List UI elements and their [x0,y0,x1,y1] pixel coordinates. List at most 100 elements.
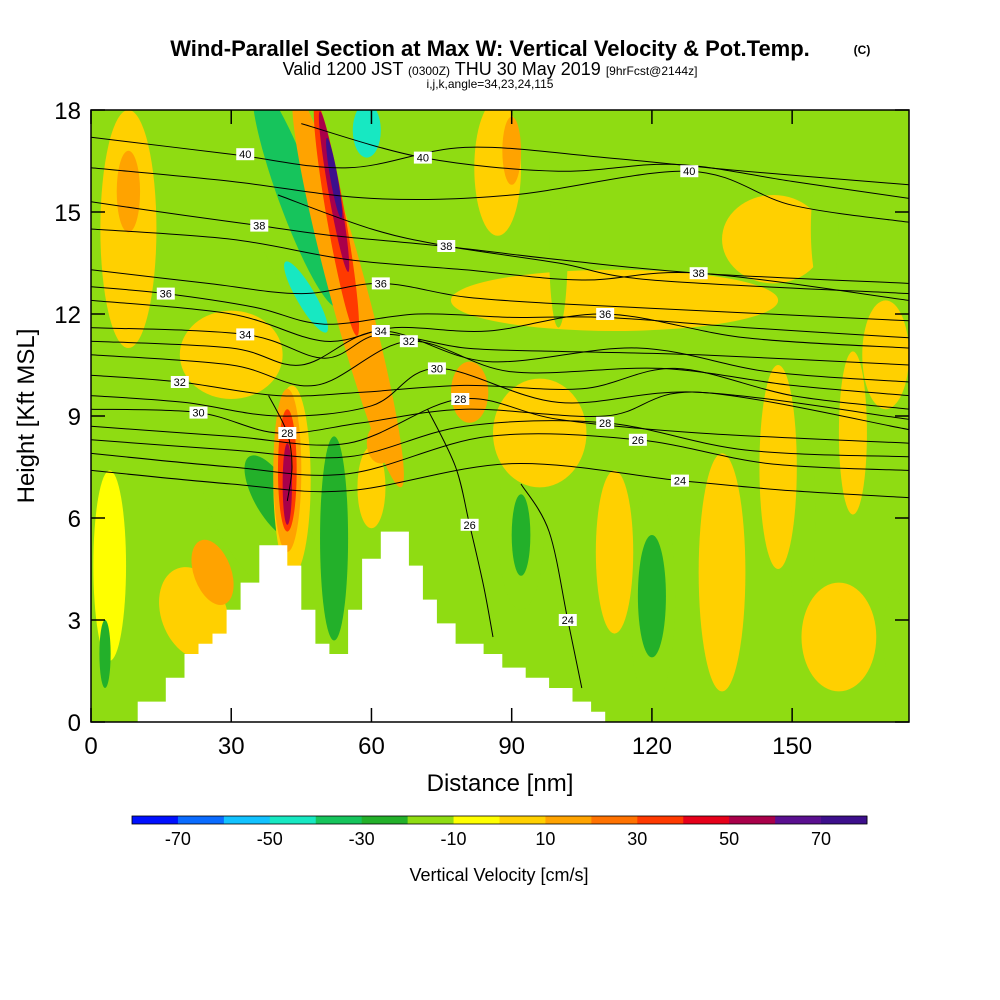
velocity-cell [862,300,909,410]
velocity-cell [326,137,343,219]
colorbar-tick-label: 30 [627,829,647,849]
contour-label: 30 [192,408,204,420]
contour-label: 32 [174,377,186,389]
y-tick-label: 0 [68,710,81,737]
y-tick-label: 15 [54,200,81,227]
theta-contour-line [268,395,293,502]
colorbar-title: Vertical Velocity [cm/s] [409,865,588,885]
contour-label-box [399,335,418,348]
theta-contour-line [91,299,909,349]
contour-label-box [628,433,647,446]
valid-prefix: Valid 1200 JST [283,59,404,79]
velocity-cell [366,422,395,464]
theta-contour-line [91,330,909,383]
colorbar-swatch [821,816,868,824]
contour-label: 38 [253,221,265,233]
x-tick-label: 30 [218,733,245,760]
theta-contour-line [301,123,909,199]
contour-label: 24 [674,476,686,488]
y-tick-label: 3 [68,608,81,635]
theta-contour-line [91,340,909,397]
x-axis-label: Distance [nm] [427,770,574,797]
colorbar-tick-label: 70 [811,829,831,849]
colorbar-swatch [545,816,592,824]
chart-corner-tag: (C) [854,43,871,57]
velocity-cell [838,351,867,515]
y-axis-label: Height [Kft MSL] [13,329,40,504]
colorbar-swatch [591,816,638,824]
velocity-cell [502,116,522,185]
contour-label: 28 [454,394,466,406]
contour-label-box [170,376,189,388]
velocity-cell [116,150,141,233]
chart-title: Wind-Parallel Section at Max W: Vertical… [170,36,810,61]
y-tick-label: 18 [54,98,81,125]
contour-label-box [427,362,446,375]
colorbar-tick-label: -50 [257,829,283,849]
colorbar-swatch [315,816,363,824]
contour-label: 26 [463,520,475,532]
contour-label: 36 [375,278,387,290]
contour-label: 32 [403,336,415,348]
y-axis: 0 36 9 12 15 18 [54,98,909,737]
theta-contour-line [91,462,909,499]
contour-label-box [156,287,175,300]
contour-label: 36 [160,289,172,301]
theta-contour-line [91,286,909,339]
colorbar-swatch [132,816,179,824]
colorbar-tick-label: -30 [349,829,375,849]
terrain [91,531,909,722]
velocity-cell [595,470,634,634]
contour-label-box [689,267,708,280]
velocity-cell [320,436,349,641]
velocity-cell [450,361,489,423]
velocity-cell [722,195,825,284]
velocity-cell [637,535,666,658]
contour-label: 28 [281,428,293,440]
colorbar-swatch [361,816,409,824]
y-tick-label: 9 [68,404,81,431]
contour-label-box [371,277,390,290]
contour-label-box [558,614,577,626]
contour-label: 40 [683,166,695,178]
colorbar-tick-label: -10 [441,829,467,849]
theta-contour-line [91,367,909,410]
forecast-tag: [9hrFcst@2144z] [606,64,698,78]
plot-area: 40 40 40 38 38 38 36 36 36 34 34 32 32 30 30 28 28 26 24 28… [91,110,909,722]
theta-contour-line [91,269,909,322]
velocity-cell [883,589,907,685]
velocity-cell [282,443,292,525]
velocity-cell [284,261,328,333]
contour-label-box [236,148,255,161]
contour-label: 40 [417,153,429,165]
velocity-cell [698,453,746,692]
colorbar-swatch [637,816,684,824]
velocity-cell [511,494,531,576]
contour-label-box [451,393,470,405]
valid-utc: (0300Z) [408,64,450,78]
colorbar-frame [131,815,868,825]
colorbar-swatch [683,816,730,824]
contour-label: 28 [599,418,611,430]
colorbar-tick-label: 10 [535,829,555,849]
colorbar-tick-label: 50 [719,829,739,849]
colorbar-swatch [775,816,822,824]
theta-contour-line [91,136,909,186]
colorbar-swatch [407,816,455,824]
contour-label-box [680,165,699,178]
x-axis: 0 30 60 90 120 150 [84,110,812,760]
theta-contour-line [91,433,909,476]
theta-contour-line [91,167,909,223]
theta-contour-line [91,228,909,301]
velocity-cell [99,620,111,688]
contour-label: 38 [693,268,705,280]
contour-label-box [460,518,479,531]
colorbar: -70 -50 -30 -10 10 30 50 70 [131,815,868,849]
theta-contour-line [520,483,583,689]
velocity-cell [93,470,127,661]
velocity-cell [352,110,381,158]
contour-label-box [596,416,615,429]
contour-label: 40 [239,149,251,161]
y-tick-label: 12 [54,302,81,329]
contour-label-box [189,406,208,419]
